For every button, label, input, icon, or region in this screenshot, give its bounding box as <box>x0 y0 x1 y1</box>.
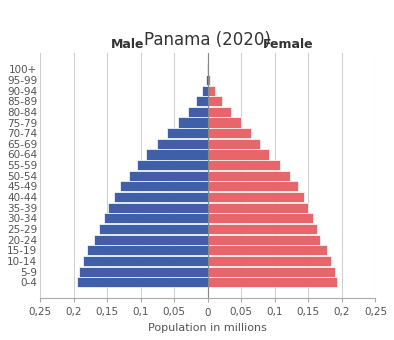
Bar <box>158 139 208 149</box>
Bar <box>208 107 231 117</box>
Bar <box>208 171 290 181</box>
Bar <box>208 181 298 191</box>
Bar <box>137 160 208 170</box>
Bar <box>128 171 208 181</box>
Bar <box>208 75 210 85</box>
Bar <box>208 213 313 223</box>
Bar <box>99 224 208 234</box>
Bar <box>208 160 280 170</box>
Bar <box>207 64 208 74</box>
Bar <box>167 128 208 138</box>
Bar <box>208 149 269 159</box>
Bar <box>208 203 309 213</box>
Bar <box>87 245 208 255</box>
Bar <box>208 86 215 96</box>
Bar <box>208 118 241 128</box>
Title: Panama (2020): Panama (2020) <box>144 31 271 49</box>
Bar <box>208 256 331 266</box>
Bar <box>208 267 335 277</box>
Bar <box>121 181 208 191</box>
Bar <box>83 256 208 266</box>
Bar <box>208 235 320 245</box>
Bar <box>146 149 208 159</box>
Bar <box>208 139 260 149</box>
Text: Male: Male <box>110 38 144 51</box>
Bar <box>114 192 208 202</box>
Bar <box>79 267 208 277</box>
Bar <box>188 107 208 117</box>
Bar <box>202 86 208 96</box>
Bar <box>108 203 208 213</box>
Bar <box>208 245 327 255</box>
Bar <box>208 224 317 234</box>
X-axis label: Population in millions: Population in millions <box>148 323 267 333</box>
Bar <box>77 277 208 287</box>
Bar <box>208 128 251 138</box>
Bar <box>208 277 337 287</box>
Bar <box>208 192 304 202</box>
Bar <box>196 96 208 106</box>
Bar <box>208 96 223 106</box>
Bar <box>104 213 208 223</box>
Bar <box>178 118 208 128</box>
Bar <box>206 75 208 85</box>
Bar <box>94 235 208 245</box>
Text: Female: Female <box>263 38 314 51</box>
